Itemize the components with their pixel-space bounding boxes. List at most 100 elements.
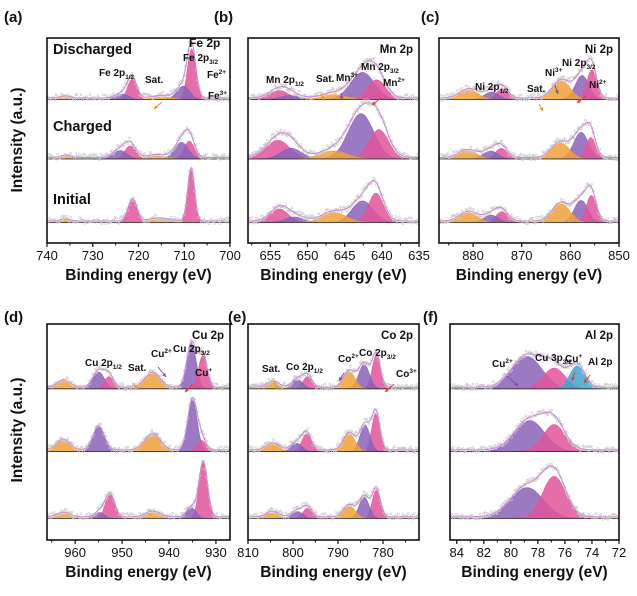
peak-annotation: Co3+ (396, 368, 417, 380)
annotation-main: Cu (565, 354, 578, 365)
annotation-main: Ni 2p (562, 58, 586, 69)
x-tick-label: 80 (504, 545, 518, 560)
annotation-main: Mn 2p (266, 75, 295, 86)
panel-e: 810 800 790 780 Binding energy (eV) (e) Co 2p S… (228, 309, 420, 581)
fit-envelope (439, 121, 619, 158)
annotation-superscript: 3+ (555, 67, 563, 74)
trace-discharged (248, 349, 419, 392)
peak-annotation: Co 2p1/2 (286, 362, 323, 375)
panel-letter: (c) (421, 9, 439, 26)
panel-title: Mn 2p (380, 44, 413, 56)
arrow-head (154, 105, 158, 109)
x-tick-label: 850 (608, 248, 630, 263)
y-axis-label: Intensity (a.u.) (9, 87, 26, 192)
fit-envelope (47, 460, 230, 518)
axes-frame (438, 37, 620, 244)
panel-letter: (d) (4, 309, 23, 326)
arrow-head (584, 379, 588, 383)
annotation-main: Co 2p (286, 362, 314, 373)
trace-label-discharged: Discharged (53, 42, 132, 58)
annotation-subscript: 1/2 (314, 368, 323, 375)
peak-annotation: Co2+ (338, 353, 359, 365)
x-tick-label: 72 (612, 545, 626, 560)
panel-letter: (b) (214, 9, 233, 26)
arrow-head (372, 101, 376, 105)
fit-envelope (47, 166, 230, 222)
annotation-superscript: 3+ (350, 72, 358, 79)
annotation-superscript: 2+ (219, 69, 227, 76)
annotation-superscript: + (578, 353, 582, 360)
x-tick-label: 76 (558, 545, 572, 560)
peak-annotation: Ni3+ (545, 67, 563, 79)
annotation-main: Al 2p (588, 357, 612, 368)
peak-annotation: Sat. (145, 75, 164, 86)
peak-pink-932.8 (185, 355, 220, 390)
annotation-main: Mn (383, 78, 397, 89)
trace-initial (47, 166, 230, 225)
x-tick-label: 740 (36, 248, 58, 263)
annotation-main: Cu (195, 368, 208, 379)
arrow-head (339, 377, 343, 381)
x-axis-label: Binding energy (eV) (65, 267, 211, 284)
peak-annotation: Mn 2p1/2 (266, 75, 304, 88)
panel-letter: (f) (423, 309, 438, 326)
fit-envelope (47, 340, 230, 388)
arrow-head (514, 382, 518, 386)
peak-blue-75.1 (547, 365, 607, 390)
annotation-superscript: 3+ (409, 368, 417, 375)
trace-discharged (450, 349, 619, 392)
arrow-head (571, 377, 575, 381)
trace-discharged (47, 38, 230, 102)
annotation-subscript: 1/2 (113, 364, 122, 371)
x-tick-label: 700 (219, 248, 241, 263)
trace-charged (248, 407, 419, 454)
axes-frame (247, 37, 420, 244)
annotation-main: Co 2p (359, 348, 387, 359)
x-tick-label: 74 (585, 545, 599, 560)
peak-annotation: Ni 2p1/2 (475, 82, 509, 95)
fit-envelope (450, 411, 619, 451)
peak-annotation: Fe 2p3/2 (183, 53, 219, 66)
trace-charged (47, 126, 230, 161)
panel-title: Ni 2p (585, 44, 613, 56)
x-tick-label: 84 (450, 545, 464, 560)
fit-envelope (47, 396, 230, 451)
annotation-superscript: 2+ (351, 353, 359, 360)
plot-area (47, 338, 230, 521)
annotation-main: Sat. (128, 363, 147, 374)
annotation-main: Cu (151, 349, 164, 360)
annotation-main: Mn 2p (361, 62, 390, 73)
annotation-main: Fe 2p (99, 68, 125, 79)
x-tick-label: 720 (128, 248, 150, 263)
peak-annotation: Cu 2p3/2 (173, 344, 210, 357)
annotation-superscript: 3+ (220, 90, 228, 97)
arrow-head (577, 99, 581, 103)
plot-area (439, 54, 619, 225)
fit-envelope (450, 353, 619, 388)
x-tick-label: 635 (408, 248, 430, 263)
panel-letter: (a) (4, 9, 22, 26)
peak-orange-861.8 (526, 80, 597, 100)
peak-annotation: Ni2+ (589, 79, 607, 91)
x-axis-label: Binding energy (eV) (65, 564, 211, 581)
arrow-head (321, 97, 325, 101)
trace-initial (47, 460, 230, 521)
x-tick-label: 960 (64, 545, 86, 560)
annotation-main: Cu 2p (85, 358, 113, 369)
annotation-main: Ni (589, 80, 599, 91)
trace-label-charged: Charged (53, 119, 112, 135)
trace-label-initial: Initial (53, 192, 91, 208)
peak-orange-943.5 (122, 434, 183, 452)
annotation-main: Sat. (527, 84, 546, 95)
x-tick-label: 655 (259, 248, 281, 263)
fit-envelope (248, 487, 419, 518)
x-tick-label: 640 (371, 248, 393, 263)
panel-f: 84 82 80 78 76 74 72 Binding energy (eV) (f) Al 2… (423, 309, 626, 581)
x-tick-label: 950 (111, 545, 133, 560)
annotation-subscript: 1/2 (125, 74, 134, 81)
peak-annotation: Cu+ (195, 367, 212, 379)
trace-discharged (439, 54, 619, 102)
fit-envelope (248, 102, 419, 158)
annotation-superscript: 2+ (164, 348, 172, 355)
